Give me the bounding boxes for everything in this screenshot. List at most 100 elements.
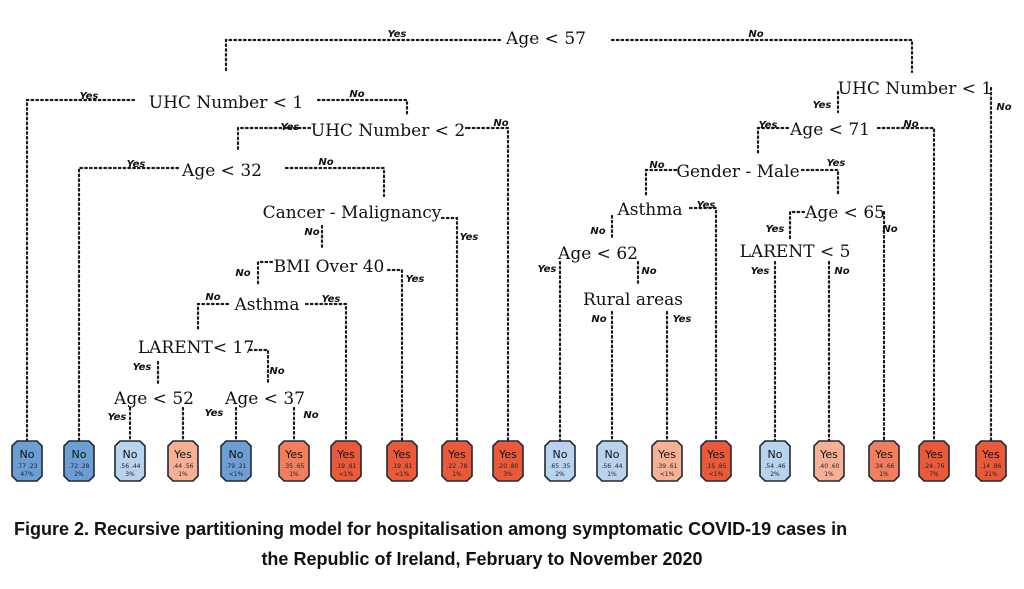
- split-uhc2: UHC Number < 2: [311, 121, 465, 141]
- elabel-gender-yes: Yes: [827, 158, 846, 169]
- leaf-probabilities: .79 .21: [226, 463, 247, 470]
- elabel-bmi-no: No: [235, 268, 250, 279]
- leaf-class-label: Yes: [657, 448, 676, 461]
- elabel-age37-yes: Yes: [205, 408, 224, 419]
- elabel-uhc2-yes: Yes: [281, 122, 300, 133]
- elabel-age65-yes: Yes: [766, 224, 785, 235]
- edge-root-no: [610, 38, 914, 74]
- leaf-node: Yes .34 .661%: [868, 440, 900, 482]
- leaf-class-label: Yes: [498, 448, 517, 461]
- leaf-class-label: No: [123, 448, 138, 461]
- elabel-uhc1-right-no: No: [996, 102, 1011, 113]
- split-cancer: Cancer - Malignancy: [263, 203, 442, 223]
- split-age37: Age < 37: [224, 389, 305, 409]
- leaf-probabilities: .22 .78: [447, 463, 468, 470]
- edge-asthma-right-yes: [688, 206, 718, 442]
- leaf-node: No .79 .21<1%: [220, 440, 252, 482]
- edge-gender-no: [644, 168, 678, 198]
- leaf-probabilities: .65 .35: [550, 463, 571, 470]
- edge-age71-no: [876, 126, 936, 442]
- split-asthma_left: Asthma: [233, 295, 299, 315]
- leaf-box: [386, 440, 418, 482]
- elabel-rural-no: No: [591, 314, 606, 325]
- edge-asthma-left-no: [196, 302, 230, 332]
- leaf-percentage: 2%: [74, 471, 84, 478]
- leaf-class-label: No: [72, 448, 87, 461]
- leaf-node: Yes .19 .81<1%: [386, 440, 418, 482]
- elabel-age65-no: No: [882, 224, 897, 235]
- leaf-probabilities: .39 .61: [657, 463, 678, 470]
- elabel-asthma-left-yes: Yes: [322, 294, 341, 305]
- leaf-node: Yes .35 .651%: [278, 440, 310, 482]
- leaf-class-label: Yes: [819, 448, 838, 461]
- leaf-class-label: Yes: [447, 448, 466, 461]
- leaf-box: [492, 440, 524, 482]
- leaf-probabilities: .56 .44: [120, 463, 141, 470]
- leaf-box: [868, 440, 900, 482]
- edge-root-yes: [224, 38, 502, 74]
- leaf-probabilities: .40 .60: [819, 463, 840, 470]
- edge-age32-yes: [77, 166, 180, 442]
- leaf-box: [167, 440, 199, 482]
- leaf-node: Yes .24 .767%: [918, 440, 950, 482]
- elabel-root-no: No: [748, 29, 763, 40]
- split-asthma_right: Asthma: [616, 200, 682, 220]
- leaf-probabilities: .14 .86: [981, 463, 1002, 470]
- leaf-node: No .54 .462%: [759, 440, 791, 482]
- leaf-class-label: Yes: [706, 448, 725, 461]
- elabel-rural-yes: Yes: [673, 314, 692, 325]
- edge-bmi-no: [256, 260, 274, 288]
- elabel-age52-yes: Yes: [108, 412, 127, 423]
- leaf-box: [114, 440, 146, 482]
- leaf-box: [918, 440, 950, 482]
- leaf-percentage: 1%: [452, 471, 462, 478]
- decision-tree-diagram: Yes No Yes No Yes No Yes No No Yes No Yes No Yes Yes No…: [11, 29, 1012, 482]
- leaf-percentage: 1%: [178, 471, 188, 478]
- split-uhc1_right: UHC Number < 1: [838, 79, 992, 99]
- leaf-class-label: Yes: [924, 448, 943, 461]
- leaf-class-label: No: [768, 448, 783, 461]
- leaf-probabilities: .56 .44: [602, 463, 623, 470]
- leaf-box: [441, 440, 473, 482]
- leaf-class-label: No: [605, 448, 620, 461]
- leaf-percentage: <1%: [709, 471, 724, 478]
- leaf-node: No .56 .443%: [114, 440, 146, 482]
- edge-bmi-yes: [386, 268, 404, 442]
- edge-uhc1-left-yes: [25, 98, 136, 442]
- edge-age65-yes: [788, 210, 806, 240]
- elabel-larent17-no: No: [269, 366, 284, 377]
- elabel-uhc1-left-no: No: [349, 89, 364, 100]
- leaf-box: [596, 440, 628, 482]
- split-larent5: LARENT < 5: [740, 242, 851, 262]
- leaf-node: Yes .15 .85<1%: [700, 440, 732, 482]
- edge-age32-no: [284, 166, 386, 198]
- leaf-probabilities: .15 .85: [706, 463, 727, 470]
- edge-age71-yes: [756, 126, 790, 156]
- leaf-percentage: 7%: [929, 471, 939, 478]
- elabel-age62-yes: Yes: [538, 264, 557, 275]
- leaf-class-label: No: [553, 448, 568, 461]
- leaf-percentage: 1%: [824, 471, 834, 478]
- elabel-larent17-yes: Yes: [133, 362, 152, 373]
- leaf-probabilities: .34 .66: [874, 463, 895, 470]
- leaf-probabilities: .24 .76: [924, 463, 945, 470]
- leaf-box: [544, 440, 576, 482]
- leaf-class-label: No: [20, 448, 35, 461]
- leaf-percentage: <1%: [395, 471, 410, 478]
- elabel-larent5-yes: Yes: [751, 266, 770, 277]
- split-gender: Gender - Male: [676, 162, 799, 182]
- leaf-box: [330, 440, 362, 482]
- split-larent17: LARENT< 17: [138, 338, 254, 358]
- leaf-node: Yes .39 .61<1%: [651, 440, 683, 482]
- leaf-box: [11, 440, 43, 482]
- leaf-node: Yes .22 .781%: [441, 440, 473, 482]
- elabel-uhc2-no: No: [493, 118, 508, 129]
- split-uhc1_left: UHC Number < 1: [149, 93, 303, 113]
- leaf-box: [278, 440, 310, 482]
- leaf-box: [700, 440, 732, 482]
- leaf-probabilities: .20 .80: [498, 463, 519, 470]
- leaf-node: No .65 .352%: [544, 440, 576, 482]
- elabel-root-yes: Yes: [388, 29, 407, 40]
- leaf-node: No .72 .282%: [63, 440, 95, 482]
